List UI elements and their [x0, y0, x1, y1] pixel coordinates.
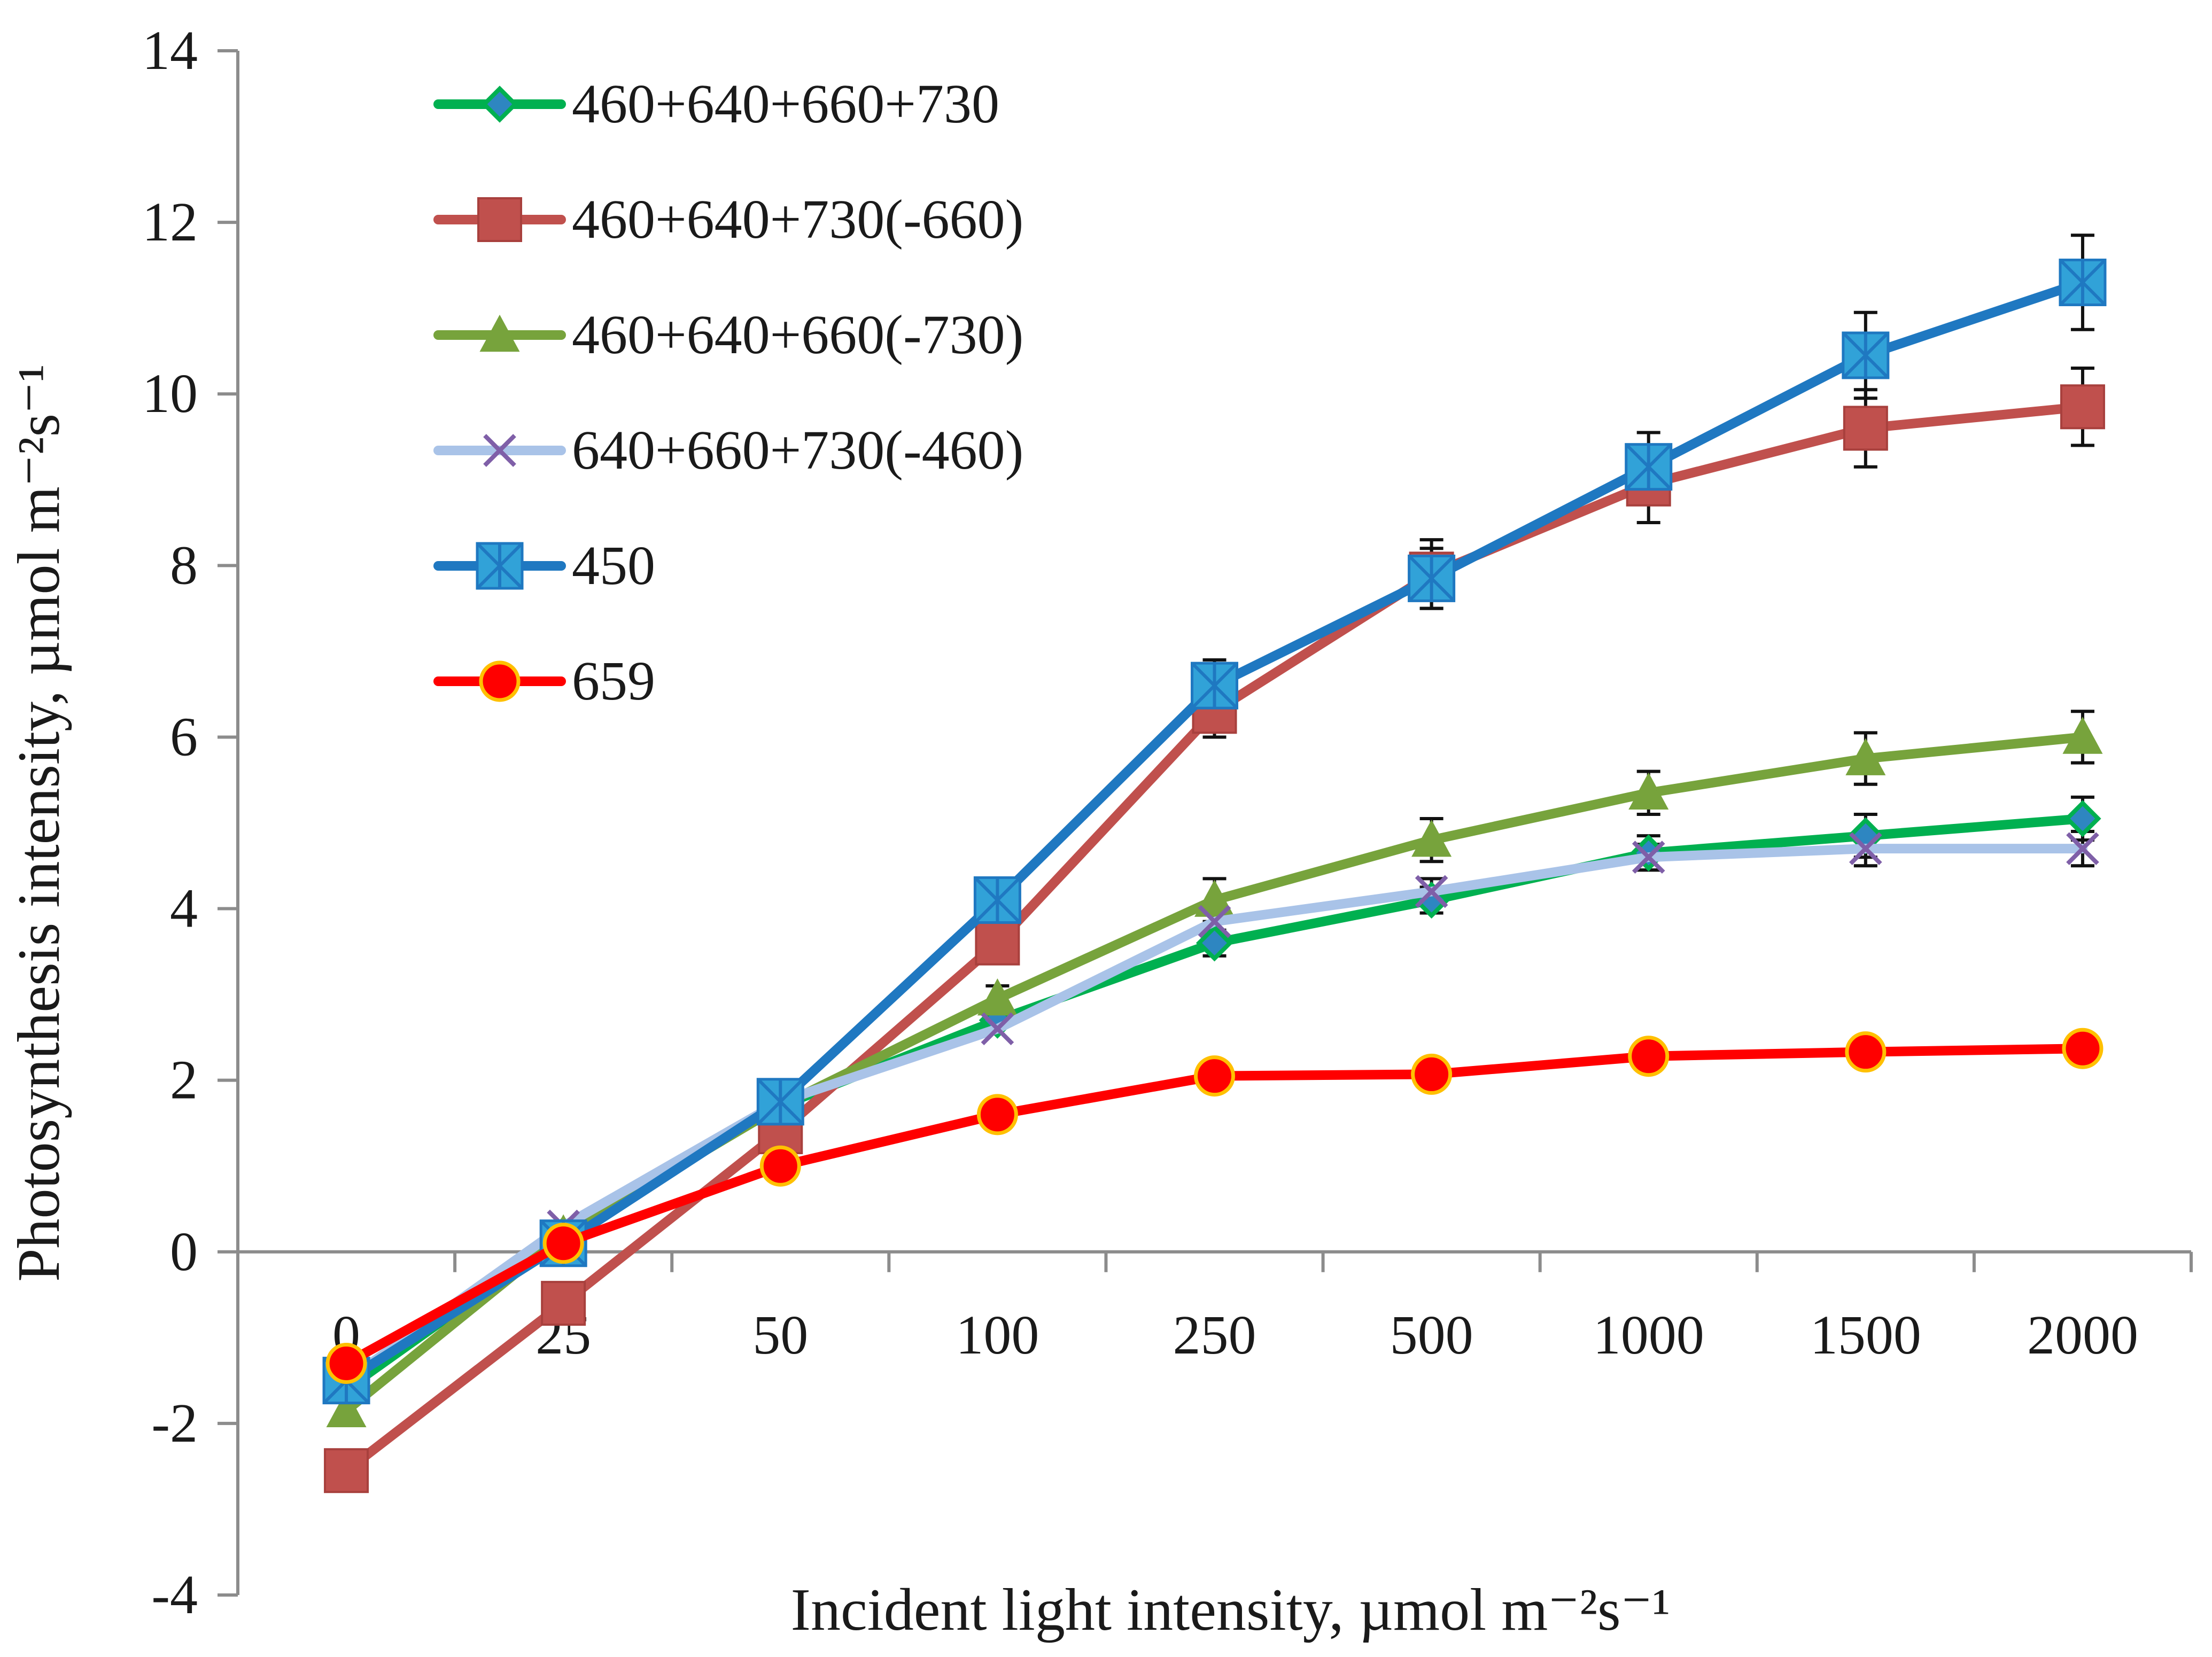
marker-square [975, 920, 1020, 966]
y-tick-label: 0 [170, 1221, 198, 1282]
legend-label: 450 [572, 535, 655, 596]
marker-triangle [1411, 819, 1452, 857]
marker-circle [2062, 1028, 2104, 1069]
x-tick-label: 1500 [1810, 1304, 1921, 1366]
marker-circle [1411, 1053, 1453, 1095]
y-tick-label: 2 [170, 1049, 198, 1111]
marker-circle [759, 1145, 801, 1187]
y-tick-label: 6 [170, 706, 198, 767]
x-tick-label: 50 [752, 1304, 808, 1366]
error-bars [985, 234, 2094, 1014]
marker-triangle [479, 314, 520, 352]
legend: 460+640+660+730 460+640+730(-660) 460+640+… [433, 73, 1023, 712]
y-tick-label: 12 [142, 191, 198, 253]
marker-x [1849, 832, 1882, 865]
marker-x [483, 434, 516, 467]
y-axis-title: Photosynthesis intensity, µmol m⁻²s⁻¹ [6, 364, 72, 1281]
series-5 [322, 259, 2107, 1405]
legend-item: 659 [433, 650, 655, 712]
marker-diamond [481, 85, 518, 123]
legend-label: 640+660+730(-460) [572, 419, 1023, 481]
legend-item: 640+660+730(-460) [433, 419, 1023, 481]
marker-circle [1194, 1055, 1235, 1097]
y-tick-label: 4 [170, 878, 198, 939]
x-tick-label: 2000 [2027, 1304, 2138, 1366]
marker-diamond [1196, 924, 1233, 962]
series-6 [325, 1028, 2104, 1384]
legend-item: 460+640+660+730 [433, 73, 999, 135]
marker-x [1198, 905, 1231, 938]
x-axis-title: Incident light intensity, µmol m⁻²s⁻¹ [791, 1577, 1671, 1643]
y-tick-label: -2 [151, 1392, 198, 1454]
marker-square [324, 1448, 369, 1493]
marker-triangle [1194, 880, 1235, 917]
marker-triangle [326, 1390, 367, 1428]
marker-circle [1845, 1031, 1887, 1073]
marker-x [1415, 875, 1448, 908]
legend-label: 659 [572, 650, 655, 712]
marker-x [1632, 841, 1665, 874]
legend-label: 460+640+660(-730) [572, 304, 1023, 365]
x-tick-label: 100 [956, 1304, 1039, 1366]
x-tick-label: 250 [1173, 1304, 1256, 1366]
marker-x [981, 1012, 1014, 1046]
y-tick-label: -4 [151, 1564, 198, 1625]
marker-circle [976, 1094, 1018, 1135]
marker-circle [479, 660, 521, 702]
x-tick-label: 500 [1390, 1304, 1473, 1366]
marker-diamond [2064, 800, 2101, 837]
marker-square [2060, 384, 2105, 430]
legend-label: 460+640+660+730 [572, 73, 999, 135]
marker-triangle [1845, 738, 1886, 775]
marker-circle [325, 1343, 367, 1384]
marker-triangle [977, 978, 1018, 1016]
legend-item: 460+640+660(-730) [433, 304, 1023, 365]
marker-triangle [2062, 717, 2103, 754]
marker-circle [1628, 1036, 1670, 1077]
legend-item: 460+640+730(-660) [433, 189, 1023, 250]
y-tick-label: 14 [142, 20, 198, 81]
marker-x [2066, 832, 2099, 865]
y-tick-label: 8 [170, 534, 198, 596]
legend-label: 460+640+730(-660) [572, 189, 1023, 250]
marker-square [477, 197, 522, 242]
marker-square [1843, 406, 1888, 451]
marker-square [541, 1281, 586, 1326]
marker-triangle [1628, 772, 1669, 810]
series-group [322, 259, 2107, 1493]
y-tick-label: 10 [142, 363, 198, 424]
marker-circle [542, 1223, 584, 1264]
x-tick-label: 1000 [1593, 1304, 1704, 1366]
legend-item: 450 [433, 535, 655, 596]
